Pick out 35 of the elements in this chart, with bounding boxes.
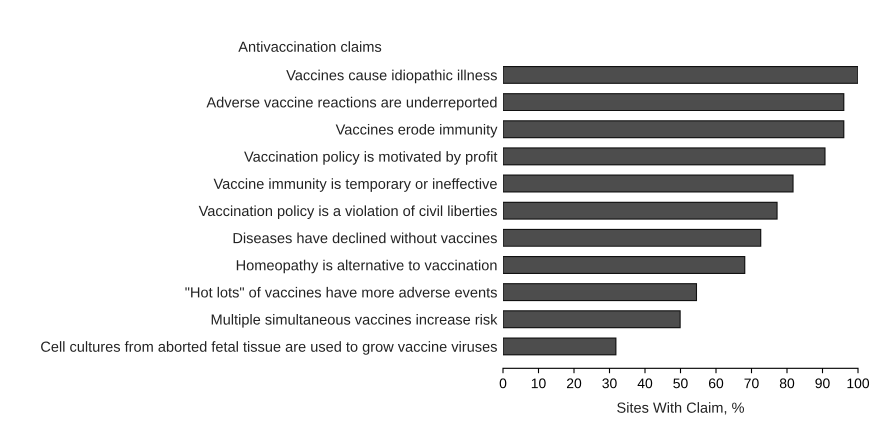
x-tick-label: 20: [566, 378, 582, 388]
bar: [503, 228, 762, 247]
bar: [503, 120, 844, 138]
text: Antivaccination claims: [238, 41, 382, 52]
y-tick-label: Adverse vaccine reactions are underreported: [206, 96, 497, 110]
bar: [503, 202, 778, 220]
bar: [503, 174, 794, 192]
y-tick-label: Vaccination policy is a violation of civil liberties: [198, 205, 497, 219]
bar: [503, 310, 681, 328]
bar: [503, 256, 746, 274]
x-tick-label: 30: [602, 378, 617, 388]
bar: [503, 337, 616, 356]
x-tick-label: 50: [673, 378, 688, 388]
x-tick-label: 40: [638, 378, 652, 388]
x-axis-title: Sites With Claim, %: [617, 402, 744, 415]
bar: [503, 147, 826, 166]
x-tick-label: 100: [847, 378, 869, 388]
x-tick-label: 90: [815, 378, 830, 388]
y-tick-label: Diseases have declined without vaccines: [234, 232, 497, 244]
x-tick-label: 60: [708, 378, 724, 388]
y-tick-label: Vaccines erode immunity: [336, 124, 498, 138]
bar: [503, 283, 698, 302]
x-tick-label: 70: [744, 378, 759, 388]
y-tick-label: "Hot lots" of vaccines have more adverse events: [185, 286, 497, 298]
y-tick-label: Homeopathy is alternative to vaccination: [236, 260, 497, 274]
y-tick-label: Multiple simultaneous vaccines increase risk: [212, 314, 498, 328]
y-tick-label: Vaccine immunity is temporary or ineffective: [214, 178, 497, 192]
bar: [503, 93, 844, 112]
x-tick-label: 10: [532, 378, 546, 388]
y-tick-label: Vaccines cause idiopathic illness: [286, 70, 497, 84]
x-tick-label: 0: [500, 378, 506, 388]
x-tick-label: 80: [780, 378, 794, 388]
y-tick-label: Cell cultures from aborted fetal tissue are used to grow vaccine viruses: [41, 341, 497, 355]
bar: [503, 66, 858, 84]
y-tick-label: Vaccination policy is motivated by profit: [244, 151, 498, 165]
